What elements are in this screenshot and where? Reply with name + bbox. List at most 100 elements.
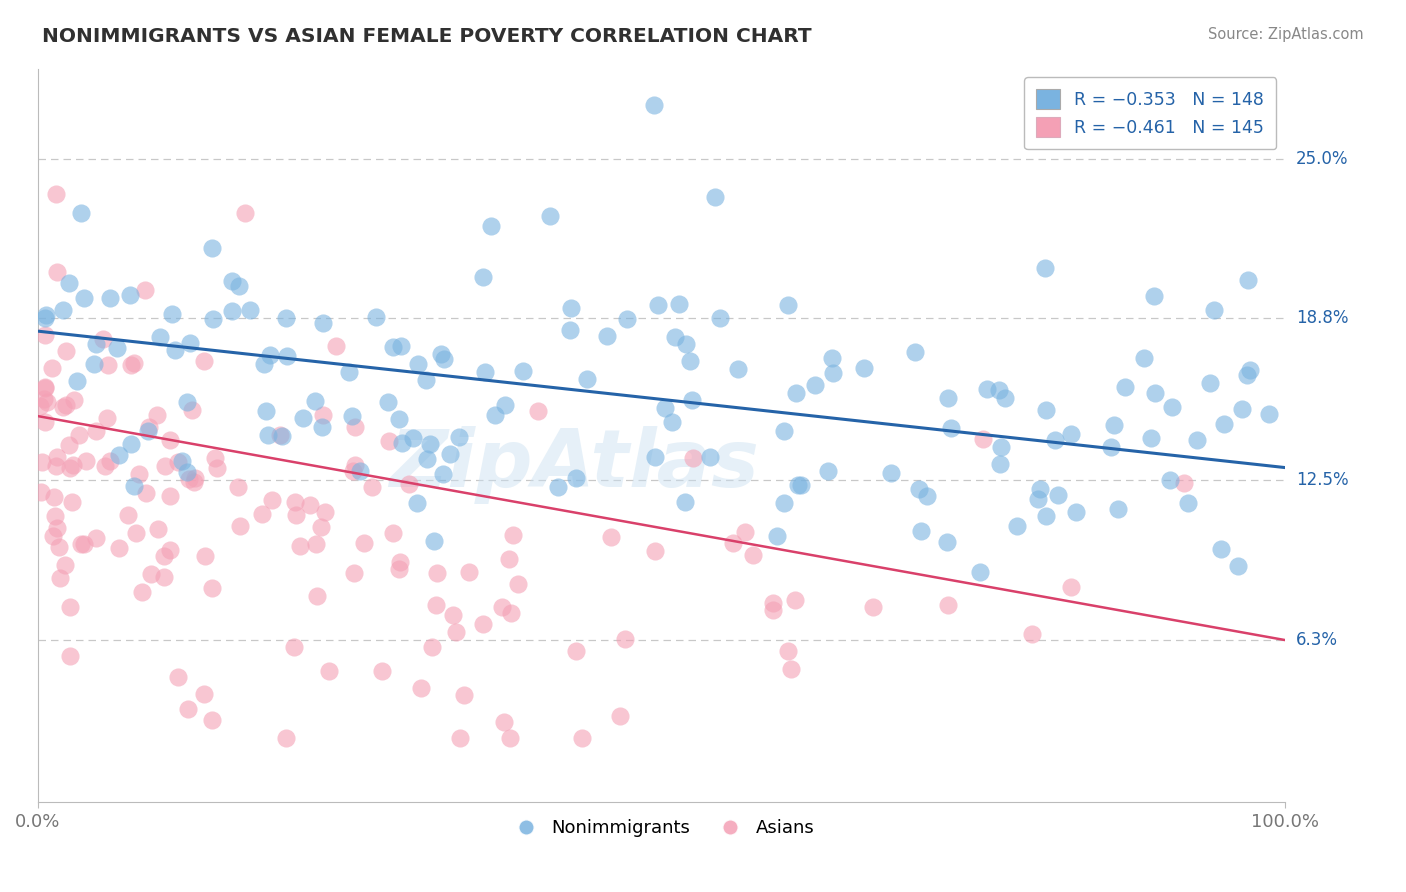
Point — [233, 206, 256, 220]
Point — [741, 548, 763, 562]
Point — [785, 386, 807, 401]
Point — [167, 670, 190, 684]
Point — [1099, 440, 1122, 454]
Point — [441, 607, 464, 622]
Point — [30, 399, 52, 413]
Point — [307, 589, 329, 603]
Point — [75, 454, 97, 468]
Point — [118, 288, 141, 302]
Point — [1064, 505, 1087, 519]
Point — [1257, 407, 1279, 421]
Point — [787, 478, 810, 492]
Point — [1232, 401, 1254, 416]
Point — [67, 428, 90, 442]
Point — [34, 328, 56, 343]
Point — [600, 531, 623, 545]
Point — [491, 600, 513, 615]
Point — [727, 362, 749, 376]
Point — [778, 644, 800, 658]
Point — [253, 357, 276, 371]
Point — [304, 394, 326, 409]
Point — [98, 454, 121, 468]
Point — [49, 571, 72, 585]
Point — [309, 520, 332, 534]
Point — [98, 291, 121, 305]
Point — [176, 395, 198, 409]
Point — [616, 312, 638, 326]
Point — [153, 549, 176, 563]
Point — [48, 540, 70, 554]
Point — [62, 458, 84, 473]
Point — [498, 731, 520, 745]
Point — [204, 451, 226, 466]
Point — [128, 467, 150, 482]
Point — [502, 528, 524, 542]
Point — [58, 276, 80, 290]
Point — [664, 330, 686, 344]
Point — [46, 265, 69, 279]
Point — [146, 522, 169, 536]
Point — [1060, 427, 1083, 442]
Point — [271, 429, 294, 443]
Point — [228, 278, 250, 293]
Point — [34, 380, 56, 394]
Point — [654, 401, 676, 415]
Point — [547, 480, 569, 494]
Point — [45, 187, 67, 202]
Point — [108, 541, 131, 555]
Point — [804, 378, 827, 392]
Point — [565, 471, 588, 485]
Point — [288, 539, 311, 553]
Point — [699, 450, 721, 464]
Point — [479, 219, 502, 233]
Point — [378, 434, 401, 448]
Point — [415, 452, 437, 467]
Point — [498, 551, 520, 566]
Point — [44, 509, 66, 524]
Point — [138, 420, 160, 434]
Point — [1161, 400, 1184, 414]
Point — [108, 449, 131, 463]
Point — [1144, 386, 1167, 401]
Point — [675, 337, 697, 351]
Point — [284, 508, 307, 522]
Point — [167, 455, 190, 469]
Point — [312, 316, 335, 330]
Point — [32, 392, 55, 406]
Point — [343, 566, 366, 580]
Point — [936, 535, 959, 549]
Point — [1133, 351, 1156, 365]
Point — [575, 372, 598, 386]
Point — [1021, 626, 1043, 640]
Point — [269, 428, 291, 442]
Point — [239, 303, 262, 318]
Point — [402, 431, 425, 445]
Point — [131, 585, 153, 599]
Point — [344, 419, 367, 434]
Point — [527, 404, 550, 418]
Point — [1143, 288, 1166, 302]
Point — [762, 603, 785, 617]
Point — [35, 309, 58, 323]
Point — [31, 454, 53, 468]
Point — [474, 366, 496, 380]
Point — [97, 358, 120, 372]
Point — [917, 489, 939, 503]
Point — [1104, 418, 1126, 433]
Point — [458, 565, 481, 579]
Point — [84, 531, 107, 545]
Point — [1029, 482, 1052, 496]
Point — [1173, 476, 1195, 491]
Point — [389, 339, 412, 353]
Point — [853, 361, 876, 376]
Point — [1107, 502, 1129, 516]
Point — [69, 206, 91, 220]
Point — [42, 490, 65, 504]
Point — [471, 269, 494, 284]
Point — [262, 492, 284, 507]
Point — [1060, 580, 1083, 594]
Point — [153, 570, 176, 584]
Point — [283, 495, 305, 509]
Point — [1028, 491, 1050, 506]
Point — [512, 363, 534, 377]
